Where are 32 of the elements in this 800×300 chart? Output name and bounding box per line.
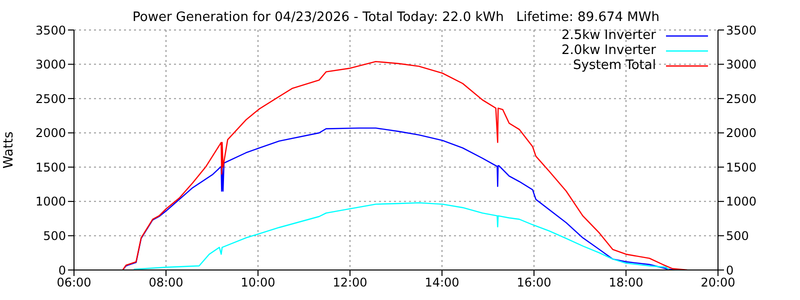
y-tick-label: 0 [58, 263, 66, 278]
y-tick-label: 2500 [35, 92, 66, 106]
y-tick-label: 1500 [35, 160, 66, 174]
line-series [122, 127, 674, 270]
legend-label: System Total [573, 58, 656, 73]
y-axis-title: Watts [2, 131, 17, 168]
x-tick-label: 06:00 [56, 276, 92, 290]
y2-tick-label: 1500 [726, 160, 757, 174]
x-tick-label: 16:00 [516, 276, 552, 290]
line-series [122, 60, 688, 270]
x-tick-label: 10:00 [240, 276, 276, 290]
y-tick-label: 2000 [35, 126, 66, 140]
legend-label: 2.5kw Inverter [561, 28, 656, 43]
x-tick-label: 20:00 [700, 276, 736, 290]
y2-tick-label: 0 [726, 263, 734, 278]
y-tick-label: 3000 [35, 58, 66, 72]
chart-title: Power Generation for 04/23/2026 - Total Today: 22.0 kWh Lifetime: 89.674 MWh [132, 10, 660, 25]
y-tick-label: 500 [43, 228, 66, 243]
y2-tick-label: 2000 [726, 126, 757, 140]
y-tick-label: 3500 [35, 23, 66, 38]
y-tick-label: 1000 [35, 194, 66, 209]
legend-label: 2.0kw Inverter [561, 43, 656, 58]
x-tick-label: 18:00 [608, 276, 644, 290]
line-series [133, 202, 670, 270]
y2-tick-label: 500 [726, 228, 749, 243]
y2-tick-label: 3000 [726, 58, 757, 72]
y2-tick-label: 1000 [726, 194, 757, 209]
y2-tick-label: 3500 [726, 23, 757, 38]
x-tick-label: 14:00 [424, 276, 460, 290]
x-tick-label: 08:00 [148, 276, 184, 290]
y2-tick-label: 2500 [726, 92, 757, 106]
x-tick-label: 12:00 [332, 276, 368, 290]
